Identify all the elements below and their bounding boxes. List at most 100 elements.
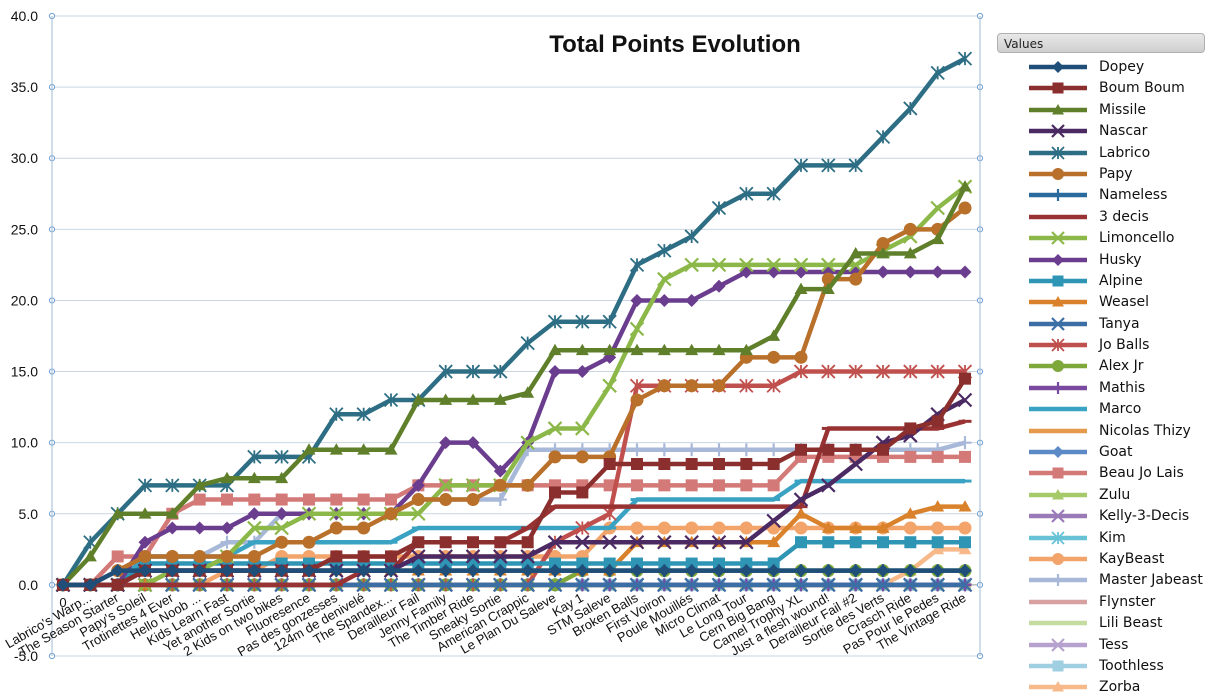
legend-label: Marco — [1099, 401, 1142, 418]
data-point — [685, 479, 698, 492]
data-point — [165, 507, 179, 519]
legend-item[interactable]: Husky — [995, 250, 1207, 271]
series-dopey — [56, 564, 972, 592]
legend-item[interactable]: Limoncello — [995, 228, 1207, 249]
data-point — [575, 564, 589, 578]
data-point — [547, 577, 563, 593]
legend-item[interactable]: Tanya — [995, 314, 1207, 335]
series-line — [63, 568, 965, 588]
legend-swatch — [1029, 124, 1087, 138]
legend-item[interactable]: Kim — [995, 528, 1207, 549]
data-point — [439, 536, 452, 549]
data-point — [876, 521, 890, 533]
legend-label: Zorba — [1099, 679, 1141, 696]
legend-item[interactable]: Nameless — [995, 185, 1207, 206]
data-point — [357, 564, 371, 578]
legend-item[interactable]: Mathis — [995, 378, 1207, 399]
data-point — [548, 365, 562, 379]
data-point — [466, 493, 480, 507]
data-point — [629, 257, 645, 273]
data-point — [193, 521, 207, 535]
legend-item[interactable]: Missile — [995, 100, 1207, 121]
legend-swatch — [1029, 574, 1087, 587]
legend-title[interactable]: Values — [997, 33, 1205, 53]
y-tick-label: 40.0 — [11, 8, 38, 24]
legend-item[interactable]: Alex Jr — [995, 356, 1207, 377]
data-point — [603, 564, 617, 578]
data-point — [383, 577, 399, 593]
chart-title: Total Points Evolution — [549, 31, 801, 58]
legend-item[interactable]: Beau Jo Lais — [995, 463, 1207, 484]
data-point — [630, 521, 644, 535]
data-point — [958, 542, 972, 555]
legend-item[interactable]: 3 decis — [995, 207, 1207, 228]
legend-item[interactable]: Papy — [995, 164, 1207, 185]
legend-swatch — [1029, 61, 1087, 73]
data-point — [657, 293, 671, 307]
legend-item[interactable]: Dopey — [995, 57, 1207, 78]
legend-item[interactable]: Marco — [995, 399, 1207, 420]
data-point — [766, 577, 781, 593]
legend-item[interactable]: Toothless — [995, 656, 1207, 677]
legend-item[interactable]: Jo Balls — [995, 335, 1207, 356]
legend-item[interactable]: Lili Beast — [995, 613, 1207, 634]
data-point — [275, 535, 289, 549]
data-point — [684, 257, 699, 273]
data-point — [876, 265, 890, 279]
legend-swatch — [1029, 145, 1087, 160]
data-point — [713, 557, 725, 570]
legend-label: Weasel — [1099, 294, 1150, 311]
legend-item[interactable]: Goat — [995, 442, 1207, 463]
legend-item[interactable]: Weasel — [995, 292, 1207, 313]
legend-item[interactable]: Alpine — [995, 271, 1207, 292]
series-line — [63, 419, 966, 588]
data-point — [849, 564, 863, 578]
data-point — [548, 343, 562, 356]
legend-item[interactable]: KayBeast — [995, 549, 1207, 570]
data-point — [165, 564, 179, 578]
data-point — [1052, 488, 1064, 500]
legend-item[interactable]: Zulu — [995, 485, 1207, 506]
data-point — [657, 379, 671, 393]
legend-label: Papy — [1099, 165, 1133, 182]
data-point — [575, 520, 590, 536]
data-point — [657, 343, 671, 356]
legend-item[interactable]: Nicolas Thizy — [995, 421, 1207, 442]
legend-item[interactable]: Flynster — [995, 592, 1207, 613]
data-point — [930, 200, 945, 216]
legend-label: Dopey — [1099, 59, 1145, 75]
data-point — [767, 535, 781, 548]
data-point — [849, 443, 862, 456]
legend-label: Nicolas Thizy — [1099, 422, 1191, 439]
data-point — [576, 557, 589, 570]
legend-swatch — [1029, 467, 1087, 479]
data-point — [520, 549, 535, 564]
data-point — [330, 493, 343, 506]
legend-item[interactable]: Boum Boum — [995, 78, 1207, 99]
data-point — [465, 577, 481, 593]
data-point — [576, 486, 589, 499]
data-point — [411, 478, 425, 492]
data-point — [438, 478, 453, 493]
data-point — [931, 500, 945, 512]
legend-item[interactable]: Kelly-3-Decis — [995, 506, 1207, 527]
legend-item[interactable]: Nascar — [995, 121, 1207, 142]
legend-item[interactable]: Master Jabeast — [995, 570, 1207, 591]
data-point — [849, 536, 862, 549]
data-point — [220, 521, 234, 535]
data-point — [794, 564, 808, 578]
data-point — [221, 493, 233, 506]
data-point — [739, 534, 754, 550]
legend-swatch — [1029, 189, 1087, 202]
data-point — [1052, 61, 1064, 73]
legend-swatch — [1029, 296, 1087, 307]
series-line — [63, 184, 967, 588]
legend-item[interactable]: Labrico — [995, 143, 1207, 164]
data-point — [821, 364, 836, 379]
data-point — [247, 507, 261, 521]
data-point — [903, 364, 918, 379]
legend-item[interactable]: Tess — [995, 635, 1207, 656]
legend-label: Jo Balls — [1099, 337, 1150, 354]
data-point — [630, 293, 644, 307]
legend-item[interactable]: Zorba — [995, 677, 1207, 698]
